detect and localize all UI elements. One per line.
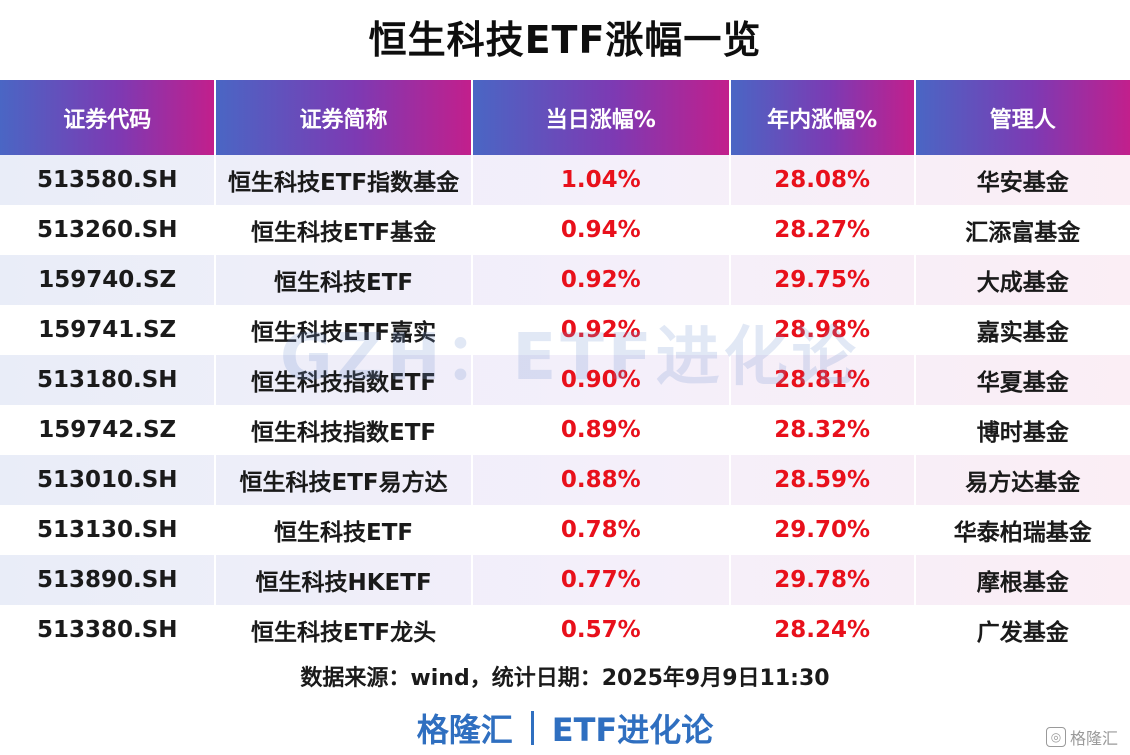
cell-ytd-change: 28.24% xyxy=(728,605,914,655)
cell-ytd-change: 28.59% xyxy=(728,455,914,505)
table-row: 513580.SH 恒生科技ETF指数基金 1.04% 28.08% 华安基金 xyxy=(0,155,1130,205)
cell-code: 159742.SZ xyxy=(38,417,177,443)
table-header: 证券代码 证券简称 当日涨幅% 年内涨幅% 管理人 xyxy=(0,80,1130,155)
table-row: 513130.SH 恒生科技ETF 0.78% 29.70% 华泰柏瑞基金 xyxy=(0,505,1130,555)
cell-ytd-change: 29.70% xyxy=(728,505,914,555)
table-row: 159742.SZ 恒生科技指数ETF 0.89% 28.32% 博时基金 xyxy=(0,405,1130,455)
cell-code: 159740.SZ xyxy=(38,267,177,293)
cell-manager: 广发基金 xyxy=(913,605,1130,655)
brand-left: 格隆汇 xyxy=(416,711,513,749)
brand-right: ETF进化论 xyxy=(551,711,714,749)
cell-code: 513260.SH xyxy=(36,217,178,243)
cell-daily-change: 0.57% xyxy=(470,605,729,655)
table-row: 513260.SH 恒生科技ETF基金 0.94% 28.27% 汇添富基金 xyxy=(0,205,1130,255)
cell-code: 159741.SZ xyxy=(38,317,177,343)
page-title: 恒生科技ETF涨幅一览 xyxy=(368,18,762,62)
cell-ytd-change: 29.75% xyxy=(728,255,914,305)
gelonghui-logo-icon: ◎ xyxy=(1045,727,1066,747)
cell-manager: 大成基金 xyxy=(913,255,1130,305)
cell-name: 恒生科技ETF指数基金 xyxy=(214,155,470,205)
cell-ytd-change: 28.81% xyxy=(728,355,914,405)
table-body: 513580.SH 恒生科技ETF指数基金 1.04% 28.08% 华安基金 51326… xyxy=(0,155,1130,655)
cell-ytd-change: 28.98% xyxy=(728,305,914,355)
header-daily-change: 当日涨幅% xyxy=(470,80,729,155)
cell-name: 恒生科技指数ETF xyxy=(214,405,470,455)
cell-name: 恒生科技指数ETF xyxy=(214,355,470,405)
cell-daily-change: 0.94% xyxy=(470,205,729,255)
cell-ytd-change: 29.78% xyxy=(728,555,914,605)
cell-daily-change: 0.88% xyxy=(470,455,729,505)
cell-manager: 华泰柏瑞基金 xyxy=(913,505,1130,555)
cell-manager: 博时基金 xyxy=(913,405,1130,455)
cell-manager: 嘉实基金 xyxy=(913,305,1130,355)
cell-daily-change: 0.92% xyxy=(470,255,729,305)
cell-ytd-change: 28.08% xyxy=(728,155,914,205)
table-row: 513180.SH 恒生科技指数ETF 0.90% 28.81% 华夏基金 xyxy=(0,355,1130,405)
cell-code: 513380.SH xyxy=(36,617,178,643)
cell-daily-change: 0.90% xyxy=(470,355,729,405)
cell-manager: 汇添富基金 xyxy=(913,205,1130,255)
cell-name: 恒生科技ETF易方达 xyxy=(214,455,470,505)
cell-daily-change: 0.77% xyxy=(470,555,729,605)
cell-daily-change: 0.89% xyxy=(470,405,729,455)
table-row: 513010.SH 恒生科技ETF易方达 0.88% 28.59% 易方达基金 xyxy=(0,455,1130,505)
cell-ytd-change: 28.32% xyxy=(728,405,914,455)
cell-code: 513010.SH xyxy=(36,467,178,493)
cell-daily-change: 0.92% xyxy=(470,305,729,355)
header-ytd-change: 年内涨幅% xyxy=(728,80,914,155)
corner-logo: ◎ 格隆汇 xyxy=(1045,725,1118,749)
brand-footer: 格隆汇 ETF进化论 xyxy=(0,704,1130,752)
cell-ytd-change: 28.27% xyxy=(728,205,914,255)
etf-table: 证券代码 证券简称 当日涨幅% 年内涨幅% 管理人 513580.SH 恒生科技E… xyxy=(0,80,1130,655)
cell-daily-change: 1.04% xyxy=(470,155,729,205)
cell-code: 513130.SH xyxy=(36,517,178,543)
header-name: 证券简称 xyxy=(214,80,471,155)
cell-code: 513580.SH xyxy=(36,167,178,193)
cell-name: 恒生科技HKETF xyxy=(214,555,470,605)
table-row: 513380.SH 恒生科技ETF龙头 0.57% 28.24% 广发基金 xyxy=(0,605,1130,655)
corner-logo-text: 格隆汇 xyxy=(1069,729,1118,748)
table-row: 159741.SZ 恒生科技ETF嘉实 0.92% 28.98% 嘉实基金 xyxy=(0,305,1130,355)
cell-name: 恒生科技ETF嘉实 xyxy=(214,305,470,355)
cell-manager: 华夏基金 xyxy=(913,355,1130,405)
brand-divider xyxy=(530,711,534,745)
header-code: 证券代码 xyxy=(0,80,215,155)
table-row: 513890.SH 恒生科技HKETF 0.77% 29.78% 摩根基金 xyxy=(0,555,1130,605)
cell-name: 恒生科技ETF基金 xyxy=(214,205,470,255)
table-row: 159740.SZ 恒生科技ETF 0.92% 29.75% 大成基金 xyxy=(0,255,1130,305)
data-source-note: 数据来源：wind，统计日期：2025年9月9日11:30 xyxy=(300,666,830,691)
cell-name: 恒生科技ETF xyxy=(214,255,470,305)
cell-daily-change: 0.78% xyxy=(470,505,729,555)
cell-manager: 摩根基金 xyxy=(913,555,1130,605)
cell-code: 513180.SH xyxy=(36,367,178,393)
cell-manager: 华安基金 xyxy=(913,155,1130,205)
cell-manager: 易方达基金 xyxy=(913,455,1130,505)
cell-name: 恒生科技ETF xyxy=(214,505,470,555)
cell-code: 513890.SH xyxy=(36,567,178,593)
header-manager: 管理人 xyxy=(913,80,1130,155)
cell-name: 恒生科技ETF龙头 xyxy=(214,605,470,655)
